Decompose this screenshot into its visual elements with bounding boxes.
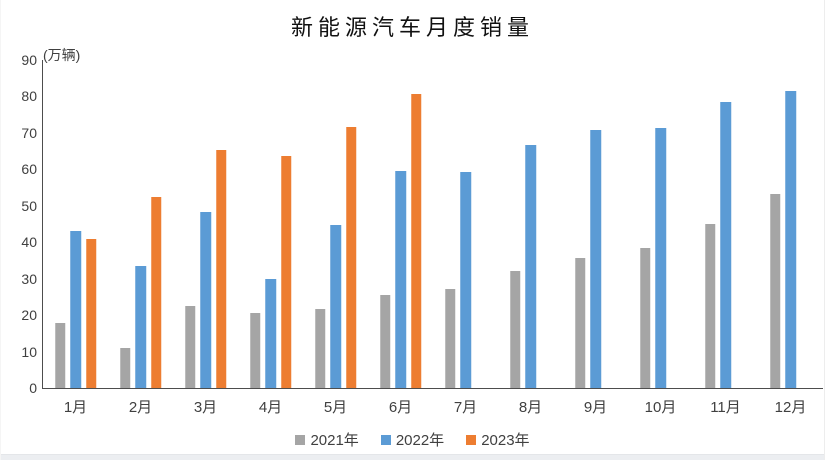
x-axis-label-4月: 4月 (258, 399, 283, 416)
x-axis-label-5月: 5月 (323, 399, 348, 416)
legend-swatch-icon (466, 434, 477, 445)
y-tick-label-30: 30 (21, 270, 37, 287)
bar-2022年-5月 (330, 225, 341, 388)
legend-swatch-icon (380, 434, 391, 445)
bar-group-3月 (184, 60, 227, 388)
y-tick-label-10: 10 (21, 343, 37, 360)
category-slot-5月: 5月 (303, 60, 368, 416)
bar-group-10月 (639, 60, 682, 388)
bar-2023年-1月 (85, 239, 97, 388)
bar-2022年-2月 (135, 266, 146, 388)
x-axis-label-9月: 9月 (583, 399, 608, 416)
bar-2022年-4月 (265, 279, 276, 388)
y-axis-tick-labels: 0 10 20 30 40 50 60 70 80 90 (1, 52, 37, 396)
bar-group-7月 (444, 60, 487, 388)
bar-2023年-4月 (280, 156, 292, 388)
bar-group-11月 (704, 60, 747, 388)
category-slot-11月: 11月 (693, 60, 758, 416)
legend-item-2021年: 2021年 (295, 429, 359, 450)
bar-group-1月 (54, 60, 97, 388)
bar-2021年-1月 (54, 322, 66, 388)
bar-2023年-5月 (345, 126, 357, 388)
bar-2023年-6月 (410, 94, 422, 388)
bar-2021年-4月 (249, 312, 261, 388)
x-axis-label-2月: 2月 (128, 399, 153, 416)
bar-2022年-9月 (590, 129, 601, 388)
x-axis-label-12月: 12月 (774, 399, 807, 416)
bar-2022年-6月 (395, 170, 406, 388)
bar-2022年-1月 (70, 230, 81, 388)
bar-2022年-3月 (200, 211, 211, 388)
category-slot-2月: 2月 (108, 60, 173, 416)
bar-group-5月 (314, 60, 357, 388)
bottom-edge-strip (1, 454, 824, 460)
category-slot-6月: 6月 (368, 60, 433, 416)
legend: 2021年 2022年 2023年 (1, 429, 824, 450)
bar-group-12月 (769, 60, 812, 388)
y-tick-label-60: 60 (21, 161, 37, 178)
x-axis-label-8月: 8月 (518, 399, 543, 416)
bar-group-9月 (574, 60, 617, 388)
x-axis-label-10月: 10月 (644, 399, 677, 416)
chart-title: 新能源汽车月度销量 (290, 15, 534, 40)
bar-group-4月 (249, 60, 292, 388)
y-tick-label-70: 70 (21, 124, 37, 141)
x-axis-label-1月: 1月 (63, 399, 88, 416)
category-slot-1月: 1月 (43, 60, 108, 416)
bar-2021年-6月 (379, 294, 391, 388)
bar-2022年-12月 (785, 91, 796, 388)
legend-label: 2023年 (481, 432, 530, 449)
category-slot-8月: 8月 (498, 60, 563, 416)
bar-2021年-11月 (704, 224, 716, 388)
bar-2022年-7月 (460, 171, 471, 388)
legend-label: 2021年 (310, 432, 359, 449)
bar-2021年-3月 (184, 305, 196, 388)
legend-item-2022年: 2022年 (380, 429, 445, 450)
x-axis-label-3月: 3月 (193, 399, 218, 416)
bar-2021年-2月 (119, 347, 131, 388)
y-tick-label-50: 50 (21, 197, 37, 214)
category-slot-9月: 9月 (563, 60, 628, 416)
bar-2023年-3月 (215, 150, 227, 388)
legend-item-2023年: 2023年 (466, 429, 530, 450)
y-axis-unit-label: (万辆) (43, 47, 81, 63)
bar-group-8月 (509, 60, 552, 388)
category-slot-10月: 10月 (628, 60, 693, 416)
category-slot-4月: 4月 (238, 60, 303, 416)
bar-2021年-9月 (574, 257, 586, 388)
bar-2022年-8月 (525, 145, 536, 388)
bar-2021年-7月 (444, 289, 456, 388)
y-tick-label-20: 20 (21, 307, 37, 324)
category-slot-7月: 7月 (433, 60, 498, 416)
y-tick-label-80: 80 (21, 88, 37, 105)
y-tick-label-40: 40 (21, 234, 37, 251)
bar-2021年-12月 (769, 194, 781, 388)
bar-2022年-11月 (720, 101, 731, 388)
bar-2021年-8月 (509, 271, 521, 388)
x-axis-label-6月: 6月 (388, 399, 413, 416)
legend-label: 2022年 (395, 432, 445, 449)
category-slot-3月: 3月 (173, 60, 238, 416)
y-tick-label-0: 0 (29, 380, 37, 396)
bar-2023年-2月 (150, 196, 162, 388)
x-axis-label-11月: 11月 (710, 399, 741, 416)
bar-group-2月 (119, 60, 162, 388)
bar-2021年-5月 (314, 308, 326, 388)
bar-2022年-10月 (655, 127, 666, 388)
legend-swatch-icon (295, 434, 306, 445)
category-slot-12月: 12月 (758, 60, 823, 416)
plot-area: 1月 2月 3月 4月 5月 6月 7月 8月 9月 10月 11月 12月 (42, 60, 823, 416)
bar-2021年-10月 (639, 248, 651, 388)
bar-group-6月 (379, 60, 422, 388)
x-axis-label-7月: 7月 (453, 399, 478, 416)
y-tick-label-90: 90 (21, 52, 37, 68)
